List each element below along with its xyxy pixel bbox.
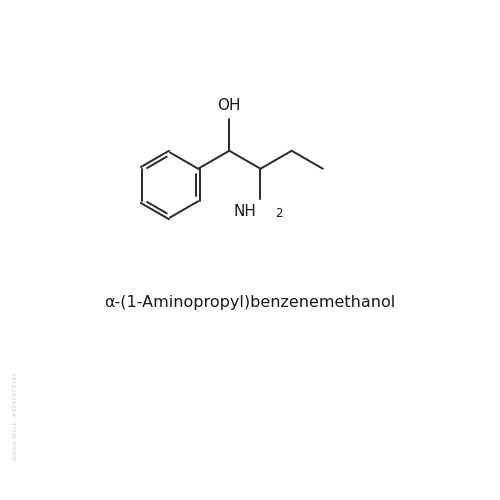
Text: α-(1-Aminopropyl)benzenemethanol: α-(1-Aminopropyl)benzenemethanol: [104, 295, 396, 310]
Text: NH: NH: [234, 204, 256, 220]
Text: 2: 2: [276, 207, 283, 220]
Text: OH: OH: [218, 98, 241, 113]
Text: Adobe Stock  #1265972148: Adobe Stock #1265972148: [13, 372, 18, 460]
